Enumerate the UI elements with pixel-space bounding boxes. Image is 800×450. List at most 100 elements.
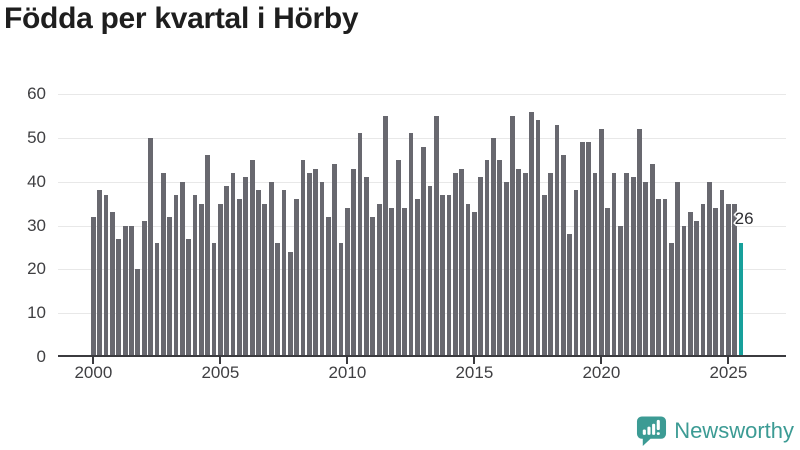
newsworthy-logo-text: Newsworthy — [674, 417, 794, 443]
bar — [376, 203, 382, 357]
bar — [243, 177, 249, 357]
bar — [154, 243, 160, 357]
y-tick-label-0: 0 — [36, 347, 46, 366]
x-tick-label-2005: 2005 — [201, 363, 240, 382]
bar — [567, 234, 573, 357]
bar — [472, 212, 477, 357]
bar — [573, 190, 579, 357]
bar — [135, 269, 141, 357]
x-axis-line — [58, 355, 786, 357]
y-tick-label-40: 40 — [27, 171, 46, 191]
bar — [586, 142, 592, 357]
y-tick-label-60: 60 — [27, 84, 46, 103]
bar — [446, 194, 452, 357]
x-tick-2020 — [600, 357, 603, 364]
bar — [256, 190, 261, 357]
newsworthy-logo[interactable]: Newsworthy — [636, 414, 794, 447]
bar — [516, 168, 522, 357]
plot-area: 26 — [58, 94, 786, 357]
y-tick-label-50: 50 — [27, 127, 46, 147]
bar-highlight — [738, 243, 744, 357]
bar — [706, 181, 712, 357]
bar — [433, 115, 439, 357]
bar — [491, 137, 496, 357]
bar — [618, 225, 623, 357]
bar — [357, 133, 363, 357]
bar — [275, 243, 280, 357]
bar — [560, 155, 566, 357]
bar — [408, 133, 414, 357]
bar — [122, 225, 128, 357]
bar — [452, 172, 458, 357]
bar — [611, 172, 617, 357]
bar — [726, 203, 731, 357]
bar — [148, 137, 153, 357]
bar — [262, 203, 268, 357]
bar — [427, 186, 433, 357]
bar — [338, 243, 344, 357]
bar — [370, 216, 376, 357]
bar — [459, 168, 465, 357]
newsworthy-chart-bubble-icon — [636, 414, 667, 447]
bar — [186, 238, 192, 357]
bar — [179, 181, 185, 357]
bar — [306, 172, 312, 357]
bar — [541, 194, 547, 357]
bar — [554, 124, 560, 357]
bar — [287, 251, 293, 357]
bar — [91, 216, 96, 357]
bar — [592, 172, 598, 357]
bar — [522, 172, 528, 357]
bar — [141, 221, 147, 357]
bar — [421, 146, 426, 357]
bar — [548, 172, 553, 357]
bar — [465, 203, 471, 357]
bar — [116, 238, 122, 357]
bar — [211, 243, 217, 357]
x-tick-label-2000: 2000 — [74, 363, 113, 382]
bar — [205, 155, 211, 357]
bar — [249, 159, 255, 357]
bar — [681, 225, 687, 357]
bar — [218, 203, 223, 357]
bar — [345, 207, 350, 357]
bar — [389, 207, 395, 357]
y-tick-label-20: 20 — [27, 259, 46, 279]
x-tick-label-2015: 2015 — [455, 363, 494, 382]
bar — [579, 142, 585, 357]
bar — [694, 221, 700, 357]
bar — [713, 207, 719, 357]
bar — [281, 190, 287, 357]
bar — [129, 225, 134, 357]
bar — [497, 159, 503, 357]
bar — [719, 190, 725, 357]
bar — [503, 181, 509, 357]
bar — [313, 168, 319, 357]
bar — [383, 115, 388, 357]
bar — [351, 168, 357, 357]
bar — [510, 115, 515, 357]
bar — [364, 177, 369, 357]
bar — [268, 181, 274, 357]
bar — [662, 199, 668, 357]
x-tick-label-2020: 2020 — [582, 363, 621, 382]
bar — [414, 199, 420, 357]
bar — [160, 172, 166, 357]
bar — [440, 194, 446, 357]
bar — [535, 120, 541, 357]
bar — [395, 159, 401, 357]
bar — [402, 207, 407, 357]
bar — [173, 194, 179, 357]
bar — [230, 172, 236, 357]
bar — [325, 216, 331, 357]
bar — [529, 111, 534, 357]
x-tick-2015 — [473, 357, 476, 364]
bar — [103, 194, 109, 357]
bar — [643, 181, 649, 357]
bar — [656, 199, 661, 357]
bar — [237, 199, 242, 357]
bar — [167, 216, 172, 357]
page-title: Födda per kvartal i Hörby — [4, 2, 359, 35]
bar — [687, 212, 693, 357]
y-tick-label-10: 10 — [27, 303, 46, 323]
